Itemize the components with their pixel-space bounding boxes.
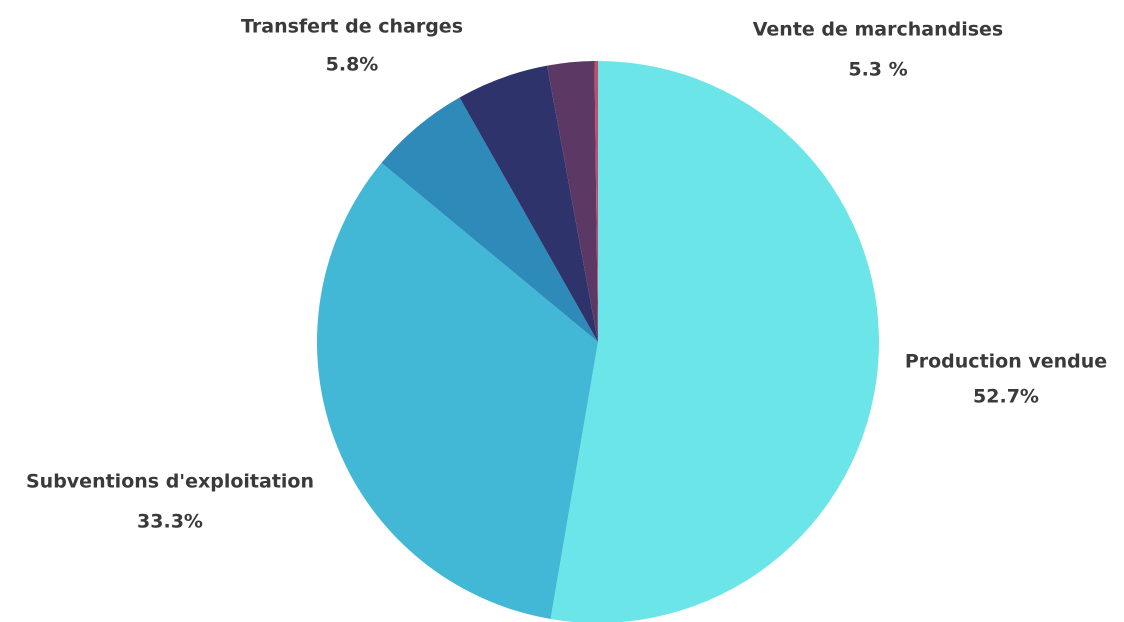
pie-slice xyxy=(550,61,879,622)
slice-label: Production vendue xyxy=(905,351,1107,373)
pie-slice xyxy=(381,97,598,342)
slice-label: Transfert de charges xyxy=(241,16,463,38)
slice-label: Vente de marchandises xyxy=(753,19,1004,41)
slice-value-label: 5.8% xyxy=(326,54,379,76)
pie-slice xyxy=(547,61,598,342)
slice-value-label: 5.3 % xyxy=(848,59,907,81)
slice-value-label: 33.3% xyxy=(137,511,203,533)
pie-slice xyxy=(316,162,598,619)
slice-value-label: 52.7% xyxy=(973,386,1039,408)
pie-slice xyxy=(459,65,598,342)
slice-label: Subventions d'exploitation xyxy=(26,471,314,493)
pie-slice xyxy=(594,61,598,342)
